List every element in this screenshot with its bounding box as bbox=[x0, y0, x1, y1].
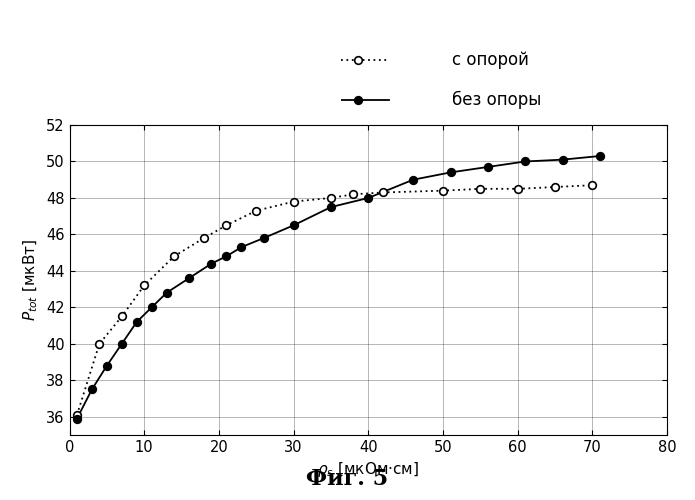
Y-axis label: $P_{tot}$ [мкВт]: $P_{tot}$ [мкВт] bbox=[22, 239, 40, 321]
X-axis label: $\rho_s$ [мкОм·см]: $\rho_s$ [мкОм·см] bbox=[318, 460, 419, 479]
Text: с опорой: с опорой bbox=[452, 51, 529, 69]
Text: без опоры: без опоры bbox=[452, 91, 541, 109]
Text: Фиг. 5: Фиг. 5 bbox=[306, 468, 389, 490]
